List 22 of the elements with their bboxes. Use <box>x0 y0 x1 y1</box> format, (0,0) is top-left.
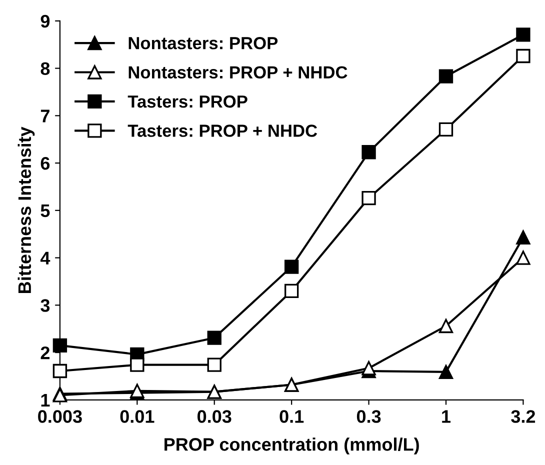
y-tick-label: 9 <box>40 14 50 28</box>
x-tick-label: 0.03 <box>198 410 232 423</box>
y-tick-label: 8 <box>40 62 50 76</box>
x-tick-label: 1 <box>442 410 451 423</box>
y-tick-label: 6 <box>40 156 50 170</box>
y-tick-label: 4 <box>40 252 50 264</box>
y-axis-title: Bitterness Intensity <box>18 126 35 293</box>
x-tick-label: 3.2 <box>511 410 536 423</box>
y-tick-label: 7 <box>40 110 50 122</box>
legend-label: Tasters: PROP + NHDC <box>128 124 318 137</box>
x-tick-label: 0.1 <box>280 410 304 423</box>
y-tick-label: 3 <box>40 299 50 312</box>
y-tick-label: 2 <box>40 346 50 360</box>
y-tick-label: 5 <box>40 204 50 218</box>
legend-label: Tasters: PROP <box>128 95 248 108</box>
x-tick-label: 0.3 <box>356 410 381 423</box>
legend-label: Nontasters: PROP <box>128 37 278 50</box>
x-axis-title: PROP concentration (mmol/L) <box>164 438 419 454</box>
x-tick-label: 0.003 <box>38 410 82 423</box>
x-tick-label: 0.01 <box>120 410 154 423</box>
y-tick-label: 1 <box>41 394 50 406</box>
legend-label: Nontasters: PROP + NHDC <box>128 66 348 79</box>
